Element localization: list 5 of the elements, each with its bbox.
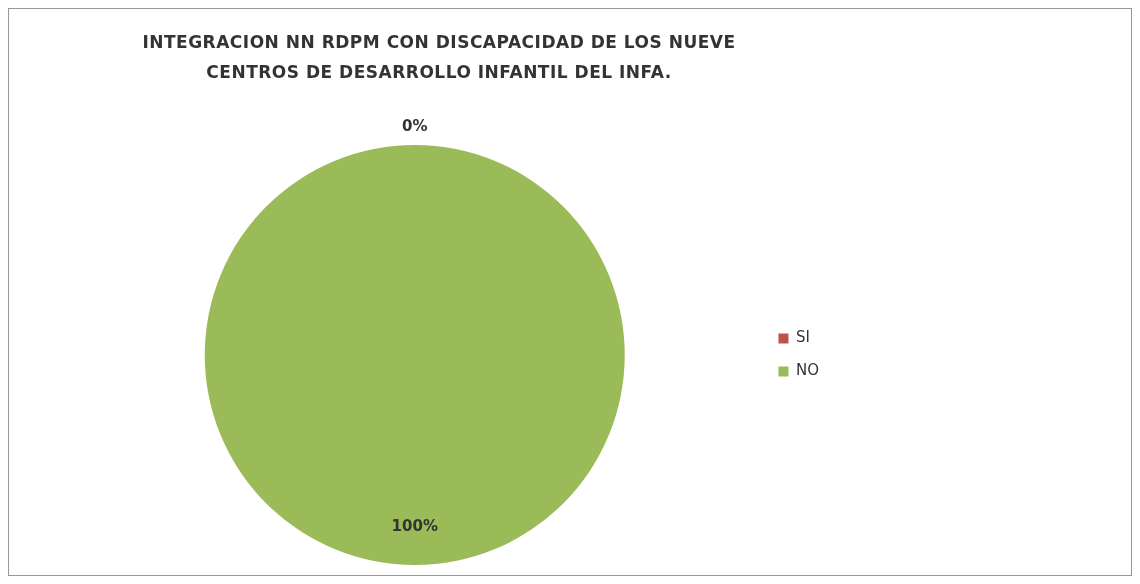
legend-label: SI bbox=[795, 328, 810, 347]
data-label: 100% bbox=[391, 517, 438, 536]
text: 0% bbox=[402, 116, 428, 135]
chart-title: INTEGRACION NN RDPM CON DISCAPACIDAD DE LOS NUEVE CENTROS DE DESARROLLO INFANTIL DEL INFA. bbox=[141, 31, 737, 84]
legend-label: NO bbox=[795, 361, 819, 380]
